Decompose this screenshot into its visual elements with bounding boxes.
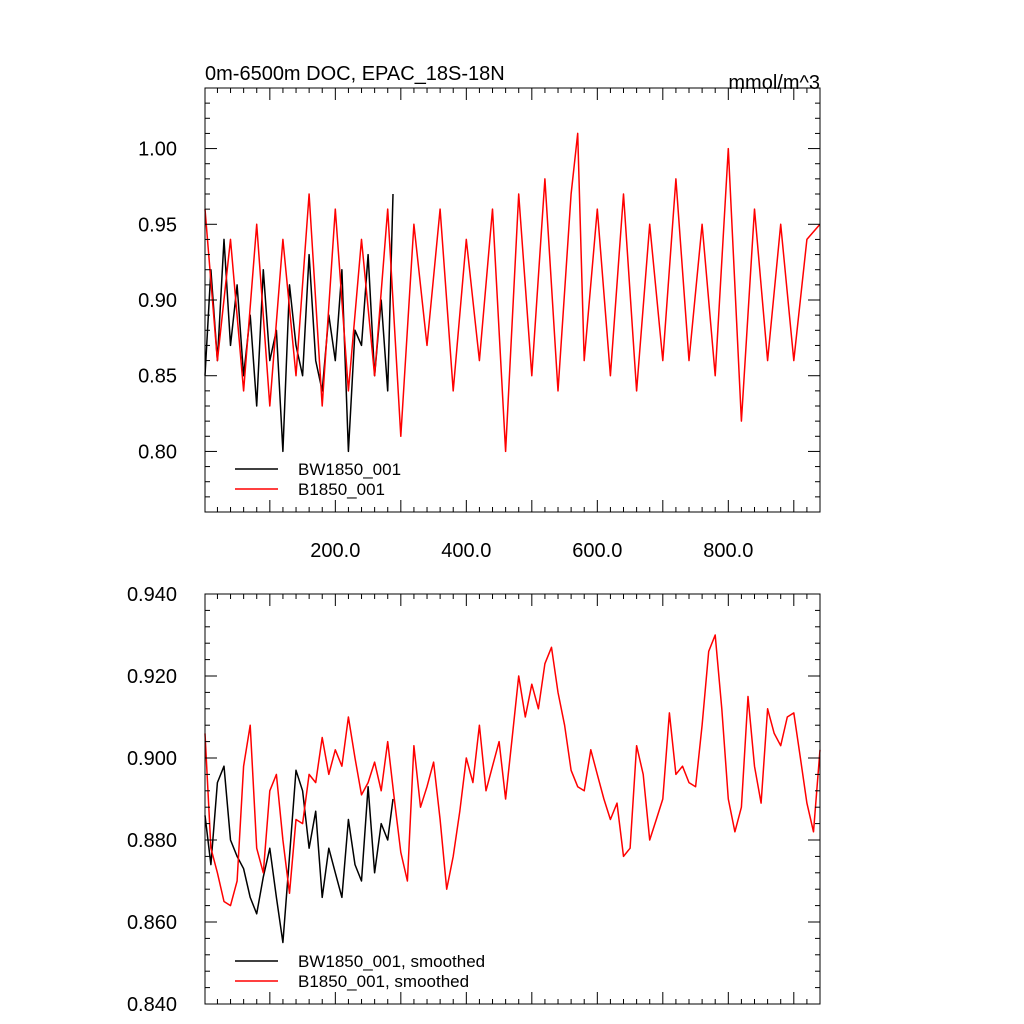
y-tick-label: 1.00 [138,139,177,161]
series-line [204,193,394,453]
y-tick-label: 0.95 [138,214,177,236]
legend-label: B1850_001, smoothed [298,972,469,991]
legend-label: BW1850_001 [298,460,401,479]
y-tick-label: 0.940 [127,584,177,606]
x-tick-label: 800.0 [703,540,753,562]
chart-title: 0m-6500m DOC, EPAC_18S-18N [205,63,505,85]
bottom-panel: 0.840 0.860 0.880 0.900 0.920 0.940 BW1850_001… [127,584,821,1016]
y-tick-label: 0.80 [138,441,177,463]
y-tick-label: 0.85 [138,366,177,388]
x-tick-label: 400.0 [441,540,491,562]
y-tick-label: 0.920 [127,666,177,688]
x-tick-label: 600.0 [572,540,622,562]
y-tick-label: 0.900 [127,748,177,770]
units-label: mmol/m^3 [728,72,820,94]
y-tick-label: 0.90 [138,290,177,312]
y-tick-label: 0.860 [127,912,177,934]
top-panel: 0.80 0.85 0.90 0.95 1.00 200.0 400.0 600.0 800.0… [138,63,821,562]
legend-label: BW1850_001, smoothed [298,952,485,971]
x-tick-label: 200.0 [310,540,360,562]
y-tick-label: 0.880 [127,830,177,852]
legend-label: B1850_001 [298,480,385,499]
series-line [204,132,821,453]
plot-frame [204,593,821,1005]
series-line [204,765,394,944]
y-tick-label: 0.840 [127,994,177,1016]
series-line [204,634,821,907]
